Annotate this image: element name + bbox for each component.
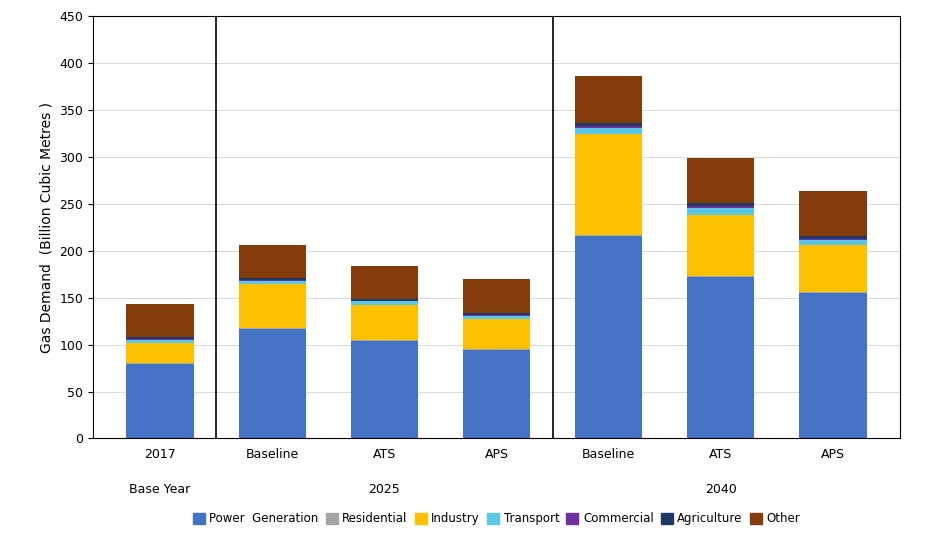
Bar [575, 128, 641, 134]
Bar [575, 235, 641, 236]
Bar [126, 363, 194, 364]
Bar [126, 337, 194, 339]
Bar [686, 206, 754, 208]
Bar [798, 239, 866, 246]
Bar [350, 299, 417, 300]
Bar [126, 364, 194, 438]
Bar [463, 315, 529, 316]
Bar [238, 328, 306, 329]
Bar [686, 158, 754, 203]
Bar [463, 316, 529, 319]
Text: 2040: 2040 [705, 483, 736, 496]
Legend: Power  Generation, Residential, Industry, Transport, Commercial, Agriculture, Ot: Power Generation, Residential, Industry,… [188, 507, 804, 530]
Bar [350, 340, 417, 341]
Bar [463, 279, 529, 313]
Bar [238, 278, 306, 280]
Y-axis label: Gas Demand  (Billion Cubic Metres ): Gas Demand (Billion Cubic Metres ) [40, 102, 54, 353]
Bar [463, 349, 529, 350]
Bar [350, 300, 417, 301]
Bar [686, 276, 754, 277]
Bar [798, 293, 866, 438]
Bar [238, 329, 306, 438]
Bar [575, 134, 641, 235]
Bar [686, 215, 754, 276]
Bar [350, 301, 417, 305]
Bar [575, 123, 641, 126]
Bar [350, 341, 417, 438]
Bar [686, 277, 754, 438]
Bar [798, 246, 866, 292]
Bar [798, 292, 866, 293]
Bar [575, 126, 641, 128]
Bar [798, 236, 866, 239]
Bar [238, 246, 306, 278]
Bar [350, 305, 417, 340]
Bar [463, 350, 529, 438]
Bar [798, 191, 866, 236]
Bar [238, 281, 306, 284]
Bar [126, 304, 194, 337]
Bar [463, 319, 529, 349]
Bar [238, 284, 306, 328]
Bar [126, 339, 194, 340]
Bar [686, 208, 754, 215]
Bar [575, 236, 641, 438]
Text: Base Year: Base Year [129, 483, 191, 496]
Bar [350, 266, 417, 299]
Bar [126, 340, 194, 342]
Bar [238, 280, 306, 281]
Bar [575, 77, 641, 123]
Text: 2025: 2025 [368, 483, 400, 496]
Bar [686, 203, 754, 206]
Bar [463, 313, 529, 315]
Bar [126, 342, 194, 363]
